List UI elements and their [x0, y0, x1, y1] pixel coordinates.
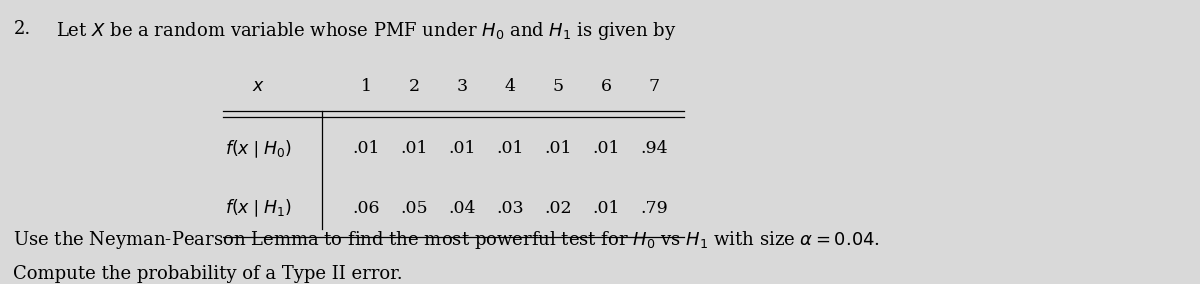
Text: 7: 7: [648, 78, 660, 95]
Text: .94: .94: [640, 140, 667, 157]
Text: .01: .01: [497, 140, 524, 157]
Text: .01: .01: [353, 140, 380, 157]
Text: Use the Neyman-Pearson Lemma to find the most powerful test for $H_0$ vs $H_1$ w: Use the Neyman-Pearson Lemma to find the…: [13, 229, 881, 251]
Text: $f(x \mid H_0)$: $f(x \mid H_0)$: [226, 138, 293, 160]
Text: 4: 4: [505, 78, 516, 95]
Text: .05: .05: [401, 200, 428, 217]
Text: .01: .01: [593, 140, 619, 157]
Text: 3: 3: [457, 78, 468, 95]
Text: .01: .01: [401, 140, 428, 157]
Text: .79: .79: [640, 200, 667, 217]
Text: 6: 6: [600, 78, 612, 95]
Text: .02: .02: [545, 200, 572, 217]
Text: Let $X$ be a random variable whose PMF under $H_0$ and $H_1$ is given by: Let $X$ be a random variable whose PMF u…: [56, 20, 677, 41]
Text: $f(x \mid H_1)$: $f(x \mid H_1)$: [226, 198, 293, 219]
Text: 2.: 2.: [13, 20, 31, 37]
Text: .06: .06: [353, 200, 380, 217]
Text: .01: .01: [593, 200, 619, 217]
Text: 2: 2: [409, 78, 420, 95]
Text: .04: .04: [449, 200, 476, 217]
Text: .03: .03: [497, 200, 524, 217]
Text: .01: .01: [545, 140, 572, 157]
Text: .01: .01: [449, 140, 476, 157]
Text: $x$: $x$: [252, 78, 265, 95]
Text: 5: 5: [552, 78, 564, 95]
Text: 1: 1: [361, 78, 372, 95]
Text: Compute the probability of a Type II error.: Compute the probability of a Type II err…: [13, 266, 403, 283]
